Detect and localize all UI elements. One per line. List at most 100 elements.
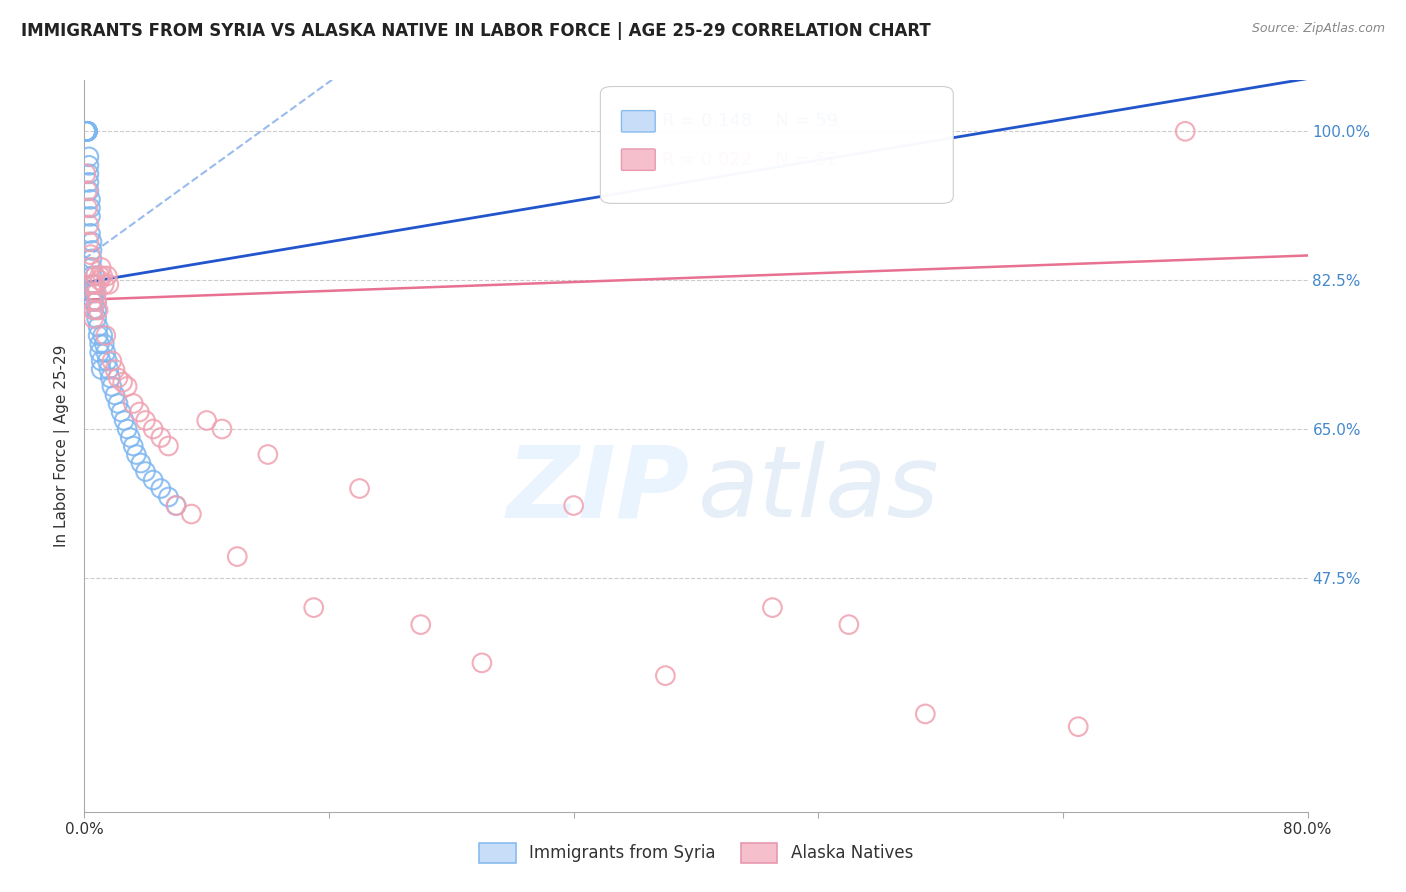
- Legend: Immigrants from Syria, Alaska Natives: Immigrants from Syria, Alaska Natives: [472, 837, 920, 869]
- Point: [79, 247, 101, 261]
- Point: [87, 302, 110, 317]
- Point: [79, 210, 101, 224]
- Point: [135, 413, 157, 427]
- Point: [83, 311, 105, 326]
- Point: [75, 167, 97, 181]
- Point: [1067, 720, 1090, 734]
- Point: [211, 422, 233, 436]
- Text: Source: ZipAtlas.com: Source: ZipAtlas.com: [1251, 22, 1385, 36]
- Point: [125, 448, 148, 462]
- Text: IMMIGRANTS FROM SYRIA VS ALASKA NATIVE IN LABOR FORCE | AGE 25-29 CORRELATION CH: IMMIGRANTS FROM SYRIA VS ALASKA NATIVE I…: [21, 22, 931, 40]
- Point: [128, 405, 150, 419]
- Point: [80, 244, 103, 258]
- Point: [302, 600, 325, 615]
- Point: [77, 167, 100, 181]
- Point: [83, 294, 105, 309]
- Point: [115, 379, 138, 393]
- Point: [149, 482, 172, 496]
- Point: [149, 430, 172, 444]
- Point: [157, 439, 180, 453]
- Text: R = 0.022    N = 52: R = 0.022 N = 52: [662, 151, 838, 169]
- Point: [77, 175, 100, 189]
- Point: [122, 439, 145, 453]
- Point: [90, 260, 112, 275]
- Point: [89, 268, 111, 283]
- Point: [91, 268, 114, 283]
- Point: [104, 388, 127, 402]
- Point: [83, 285, 105, 300]
- Point: [471, 656, 494, 670]
- Point: [97, 277, 120, 292]
- Point: [107, 396, 129, 410]
- Point: [96, 268, 118, 283]
- Point: [86, 302, 108, 317]
- Point: [76, 201, 98, 215]
- Point: [838, 617, 860, 632]
- Point: [98, 371, 121, 385]
- Point: [195, 413, 218, 427]
- Point: [89, 345, 111, 359]
- Point: [77, 184, 100, 198]
- Point: [93, 277, 115, 292]
- Point: [80, 294, 103, 309]
- Point: [79, 227, 101, 241]
- Point: [77, 218, 100, 232]
- Point: [122, 396, 145, 410]
- Point: [76, 184, 98, 198]
- Point: [77, 235, 100, 249]
- Point: [80, 268, 103, 283]
- Point: [257, 448, 280, 462]
- Point: [226, 549, 249, 564]
- Point: [115, 422, 138, 436]
- Point: [914, 706, 936, 721]
- Point: [84, 268, 107, 283]
- Point: [180, 507, 202, 521]
- Point: [94, 328, 117, 343]
- Point: [107, 371, 129, 385]
- Point: [75, 124, 97, 138]
- Point: [142, 473, 165, 487]
- Point: [97, 362, 120, 376]
- Point: [83, 277, 105, 292]
- Point: [76, 124, 98, 138]
- Point: [80, 235, 103, 249]
- Point: [84, 277, 107, 292]
- Point: [104, 362, 127, 376]
- Point: [89, 337, 111, 351]
- Point: [86, 294, 108, 309]
- Point: [86, 294, 108, 309]
- Point: [87, 320, 110, 334]
- Point: [79, 192, 101, 206]
- Point: [562, 499, 585, 513]
- Point: [110, 405, 132, 419]
- Point: [129, 456, 152, 470]
- Text: R = 0.148    N = 59: R = 0.148 N = 59: [662, 112, 838, 130]
- Point: [76, 124, 98, 138]
- Point: [80, 260, 103, 275]
- Point: [77, 158, 100, 172]
- Point: [76, 124, 98, 138]
- Point: [1174, 124, 1197, 138]
- Point: [101, 354, 124, 368]
- Point: [654, 668, 676, 682]
- Text: atlas: atlas: [697, 442, 939, 539]
- Point: [409, 617, 432, 632]
- Point: [86, 311, 108, 326]
- Point: [761, 600, 783, 615]
- Point: [87, 328, 110, 343]
- Point: [83, 302, 105, 317]
- Point: [96, 354, 118, 368]
- Point: [80, 252, 103, 266]
- Point: [165, 499, 187, 513]
- Text: ZIP: ZIP: [506, 442, 689, 539]
- Point: [83, 302, 105, 317]
- Point: [101, 379, 124, 393]
- Point: [75, 124, 97, 138]
- Point: [91, 328, 114, 343]
- Point: [75, 124, 97, 138]
- Point: [90, 362, 112, 376]
- Point: [77, 150, 100, 164]
- Point: [157, 490, 180, 504]
- Point: [349, 482, 371, 496]
- Point: [112, 413, 135, 427]
